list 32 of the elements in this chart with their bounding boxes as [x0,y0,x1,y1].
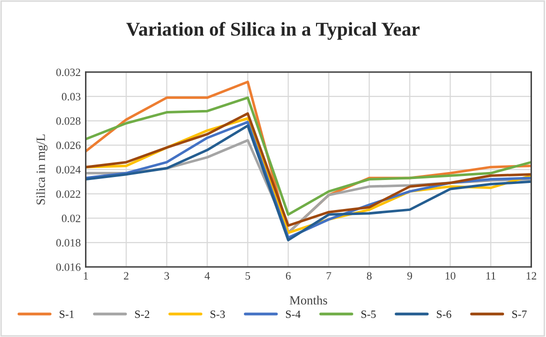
x-tick-label: 7 [326,272,332,280]
y-axis-title: Silica in mg/L [36,134,48,204]
x-tick-label: 11 [486,272,496,280]
x-tick-label: 9 [407,272,412,280]
legend-label: S-4 [286,310,301,318]
y-tick-label: 0.03 [62,92,80,100]
y-tick-label: 0.02 [62,214,80,222]
x-axis-title: Months [290,296,328,305]
y-tick-label: 0.024 [56,166,81,174]
x-tick-label: 6 [286,272,291,280]
x-tick-label: 8 [366,272,372,280]
x-tick-label: 3 [164,272,170,280]
line-series [86,96,532,216]
x-tick-label: 10 [446,272,456,280]
x-tick-label: 1 [84,272,88,280]
y-tick-label: 0.028 [56,117,80,125]
y-tick-label: 0.032 [56,68,80,76]
x-tick-label: 5 [246,272,250,280]
x-tick-label: 4 [204,272,210,280]
y-tick-label: 0.016 [56,263,81,271]
y-tick-label: 0.022 [56,190,80,198]
x-tick-label: 12 [526,272,536,280]
legend-label: S-3 [210,310,225,318]
legend-label: S-5 [361,310,376,318]
chart-title: Variation of Silica in a Typical Year [126,22,420,40]
legend-label: S-7 [512,310,527,318]
y-tick-label: 0.026 [56,142,81,150]
x-tick-label: 2 [124,272,128,280]
y-tick-label: 0.018 [56,239,80,247]
legend-label: S-2 [135,310,150,318]
legend-label: S-1 [60,310,74,318]
legend-label: S-6 [436,310,452,318]
